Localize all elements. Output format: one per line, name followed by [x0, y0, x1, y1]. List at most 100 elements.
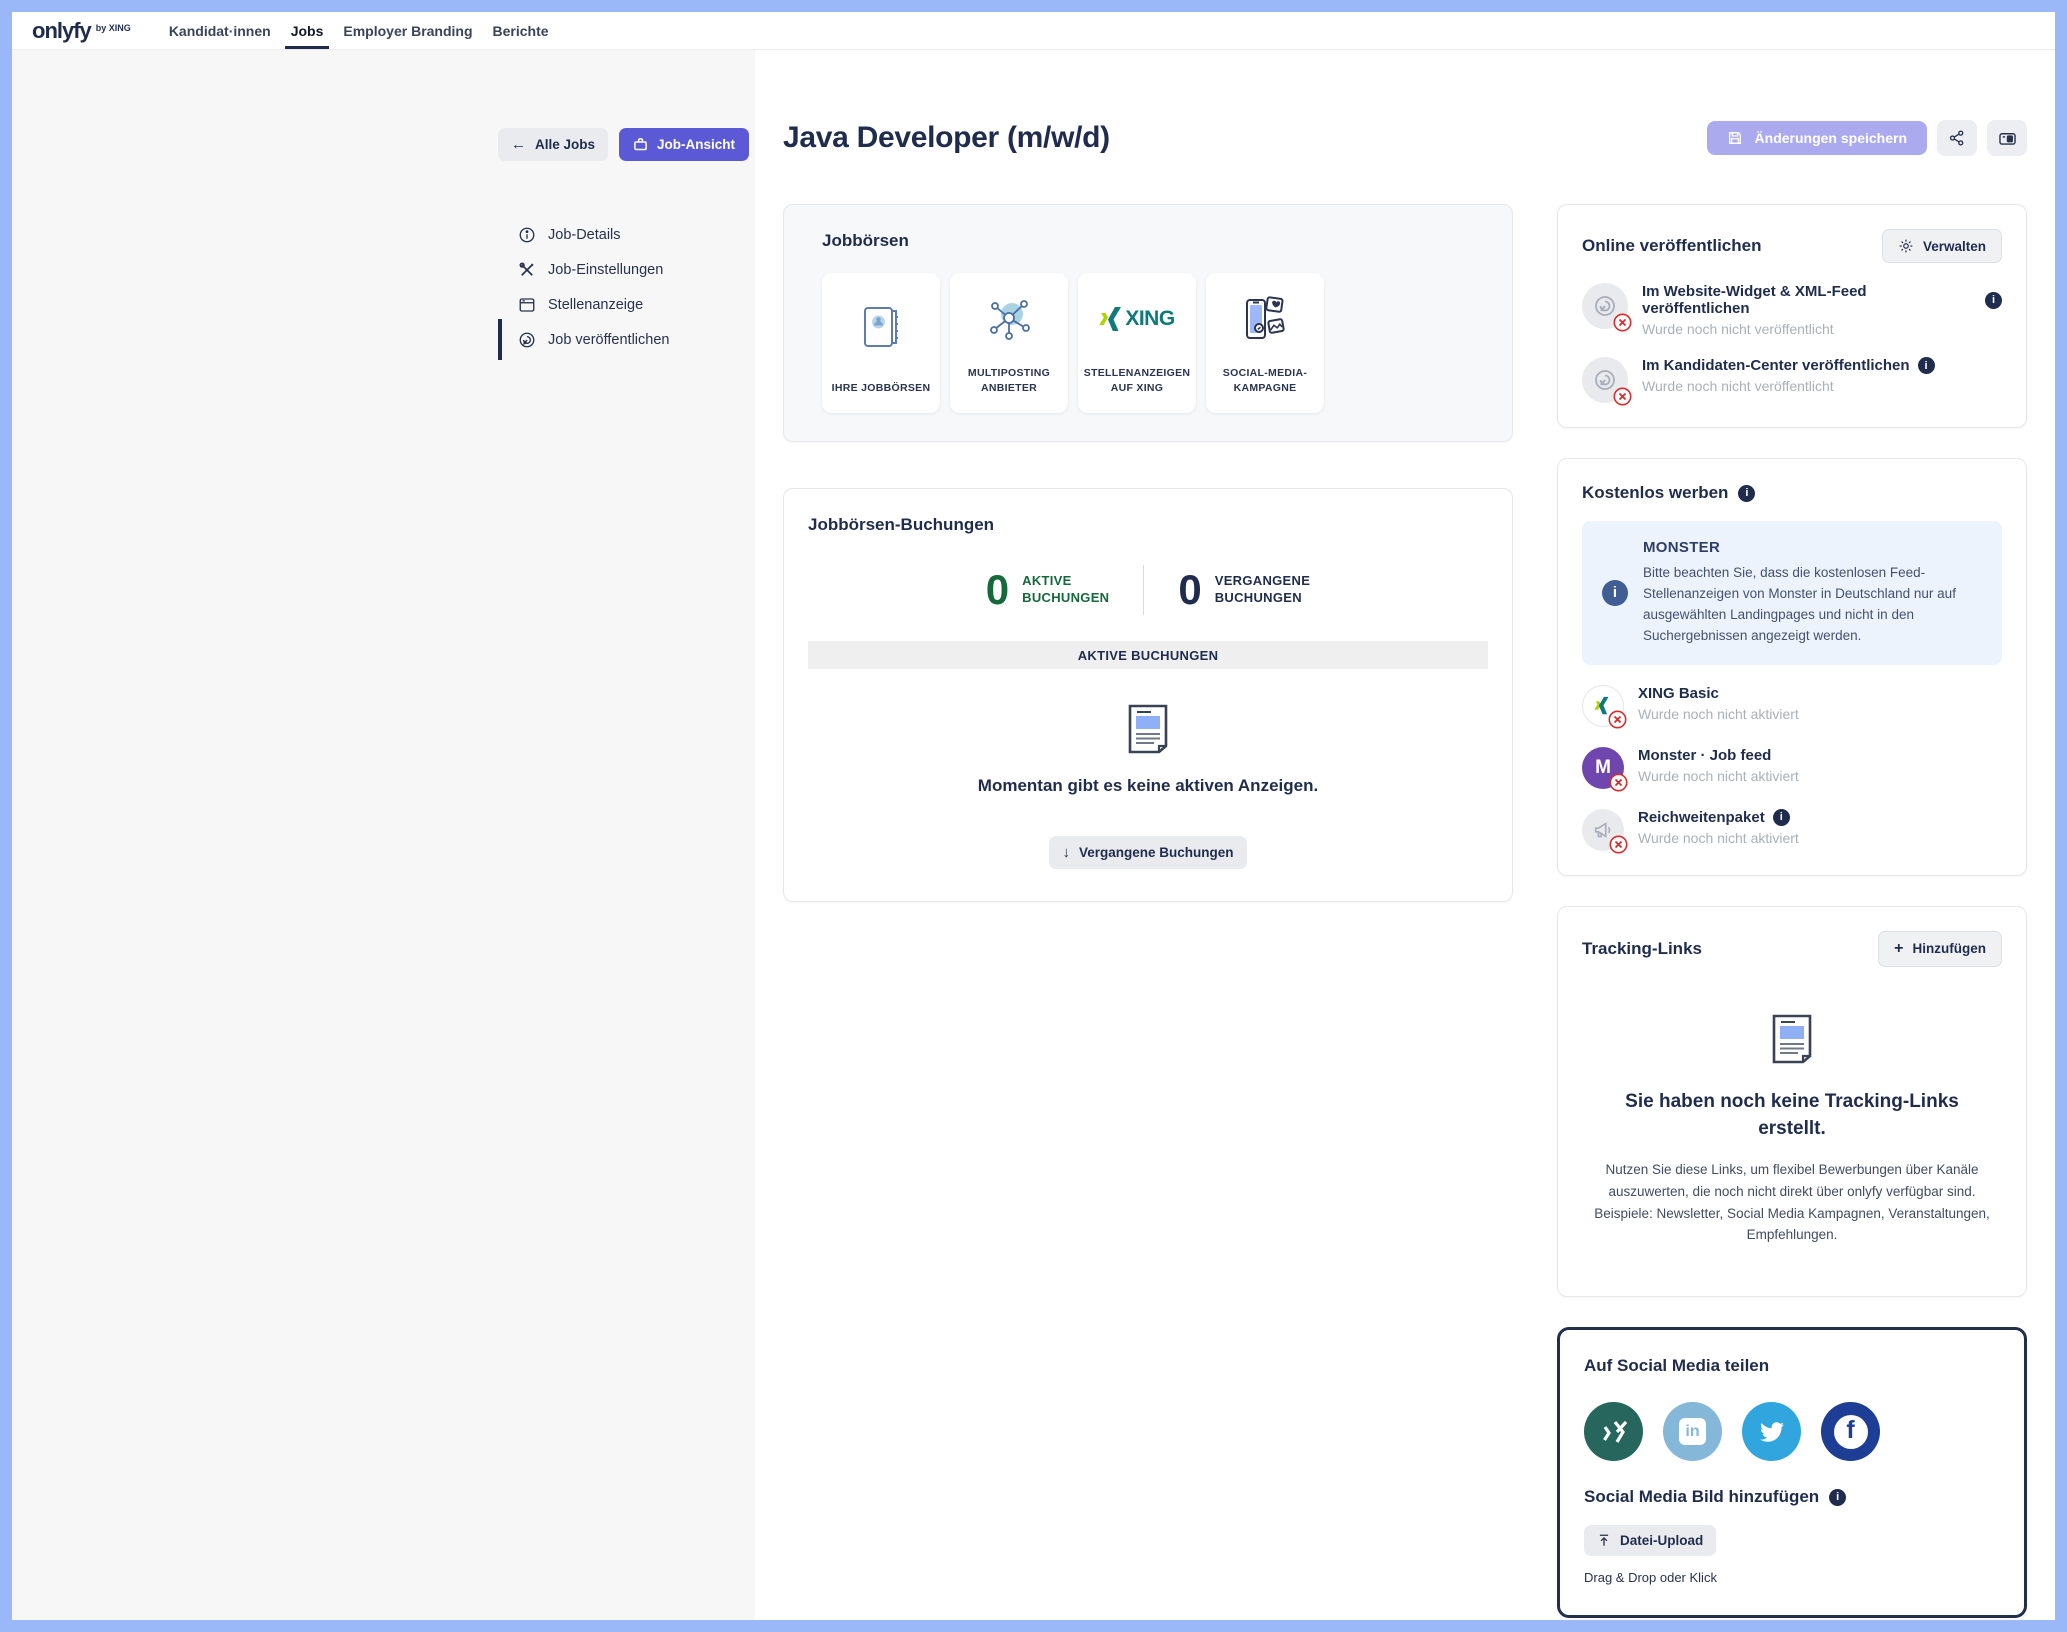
free-ad-item-monster-job-feed: M Monster · Job feed Wurde noch nicht ak… — [1582, 746, 2002, 792]
social-share-card: Auf Social Media teilen in — [1557, 1327, 2027, 1619]
left-column: Jobbörsen IHRE JOBBÖRSEN — [783, 204, 1513, 902]
twitter-share-button[interactable] — [1742, 1402, 1801, 1462]
xing-share-button[interactable] — [1584, 1402, 1643, 1462]
share-button[interactable] — [1937, 120, 1977, 156]
save-changes-button[interactable]: Änderungen speichern — [1706, 121, 1927, 155]
tracking-empty-text: Nutzen Sie diese Links, um flexibel Bewe… — [1594, 1161, 1990, 1243]
info-icon: i — [1602, 579, 1628, 606]
add-tracking-link-button[interactable]: + Hinzufügen — [1878, 930, 2002, 967]
twitter-icon — [1758, 1420, 1786, 1444]
main-nav: Kandidat·innen Jobs Employer Branding Be… — [159, 12, 559, 49]
arrow-down-icon: ↓ — [1062, 844, 1070, 861]
document-icon — [1126, 703, 1170, 760]
logo-suffix: by XING — [95, 22, 131, 33]
save-icon — [1727, 130, 1743, 146]
all-jobs-button[interactable]: ← Alle Jobs — [498, 128, 609, 161]
past-bookings-stat: 0 VERGANGENE BUCHUNGEN — [1143, 565, 1344, 615]
all-jobs-label: Alle Jobs — [535, 137, 596, 152]
card-view-button[interactable] — [1987, 120, 2027, 156]
active-bookings-count: 0 — [985, 566, 1010, 613]
xing-logo: XING — [1099, 273, 1175, 366]
tracking-links-card: Tracking-Links + Hinzufügen Sie — [1557, 905, 2027, 1298]
upload-icon — [1597, 1533, 1611, 1548]
facebook-share-button[interactable]: f — [1821, 1402, 1880, 1462]
publish-online-title: Online veröffentlichen — [1582, 236, 1762, 255]
free-ad-item-xing-basic: XING Basic Wurde noch nicht aktiviert — [1582, 684, 2002, 729]
info-icon[interactable]: i — [1772, 808, 1790, 826]
xing-avatar — [1582, 684, 1627, 729]
past-bookings-count: 0 — [1178, 566, 1202, 613]
monster-notice-text: Bitte beachten Sie, dass die kostenlosen… — [1643, 565, 1956, 643]
nav-berichte[interactable]: Berichte — [492, 22, 549, 39]
logo-text: onlyfy — [32, 17, 92, 43]
active-bookings-stat: 0 AKTIVE BUCHUNGEN — [985, 566, 1110, 613]
facebook-icon: f — [1833, 1414, 1868, 1449]
publish-status: Wurde noch nicht veröffentlicht — [1642, 378, 1834, 394]
right-column: Online veröffentlichen Verwalten — [1557, 204, 2027, 1619]
jobboards-title: Jobbörsen — [822, 231, 909, 250]
main-content: Java Developer (m/w/d) Änderungen speich… — [755, 50, 2055, 1620]
bookings-title: Jobbörsen-Buchungen — [808, 515, 995, 534]
free-ads-title: Kostenlos werben — [1582, 483, 1729, 502]
sidebar: ← Alle Jobs Job-Ansicht — [12, 50, 755, 1620]
save-label: Änderungen speichern — [1754, 130, 1907, 146]
job-view-label: Job-Ansicht — [657, 137, 736, 152]
card-view-icon — [1998, 129, 2017, 148]
linkedin-share-button[interactable]: in — [1663, 1402, 1722, 1462]
social-share-title: Auf Social Media teilen — [1584, 1356, 1770, 1376]
upload-hint: Drag & Drop oder Klick — [1584, 1570, 1717, 1586]
free-ads-card: Kostenlos werben i i MONSTER Bitte beach… — [1557, 458, 2027, 876]
job-view-button[interactable]: Job-Ansicht — [619, 128, 750, 161]
onlyfy-logo[interactable]: onlyfy by XING — [32, 12, 131, 49]
nav-kandidatinnen[interactable]: Kandidat·innen — [168, 22, 271, 39]
tile-multiposting-anbieter[interactable]: MULTIPOSTING ANBIETER — [950, 273, 1068, 413]
app-window: onlyfy by XING Kandidat·innen Jobs Emplo… — [12, 12, 2055, 1620]
file-upload-button[interactable]: Datei-Upload — [1584, 1525, 1717, 1557]
tile-stellenanzeigen-auf-xing[interactable]: XING STELLENANZEIGEN AUF XING — [1078, 273, 1196, 413]
info-circle-icon — [518, 226, 536, 244]
share-icon — [1948, 129, 1966, 147]
xing-icon — [1601, 1420, 1627, 1444]
not-published-badge — [1613, 313, 1632, 332]
monster-notice: i MONSTER Bitte beachten Sie, dass die k… — [1582, 521, 2002, 665]
arrow-left-icon: ← — [511, 136, 526, 153]
sidebar-item-stellenanzeige[interactable]: Stellenanzeige — [498, 287, 748, 322]
gear-icon — [1898, 238, 1914, 254]
plus-icon: + — [1894, 939, 1904, 957]
nav-employer-branding[interactable]: Employer Branding — [343, 22, 473, 39]
top-navbar: onlyfy by XING Kandidat·innen Jobs Emplo… — [12, 12, 2055, 50]
sidebar-item-job-veroeffentlichen[interactable]: Job veröffentlichen — [498, 319, 748, 360]
publish-item-widget: Im Website-Widget & XML-Feed veröffentli… — [1582, 283, 2002, 337]
publish-avatar — [1582, 283, 1632, 332]
linkedin-icon: in — [1679, 1418, 1706, 1446]
publish-icon — [518, 331, 536, 349]
info-icon[interactable]: i — [1738, 484, 1756, 502]
briefcase-icon — [633, 137, 648, 152]
network-icon — [984, 273, 1034, 366]
tools-icon — [518, 261, 536, 279]
sidebar-item-job-details[interactable]: Job-Details — [498, 217, 748, 252]
bookings-empty-message: Momentan gibt es keine aktiven Anzeigen. — [977, 776, 1319, 795]
past-bookings-button[interactable]: ↓ Vergangene Buchungen — [1049, 836, 1247, 869]
nav-jobs[interactable]: Jobs — [281, 12, 334, 49]
not-activated-badge — [1608, 710, 1627, 729]
page-title: Java Developer (m/w/d) — [783, 121, 1110, 154]
not-activated-badge — [1609, 773, 1628, 792]
info-icon[interactable]: i — [1985, 291, 2002, 309]
megaphone-avatar — [1582, 808, 1628, 854]
social-image-title: Social Media Bild hinzufügen — [1584, 1487, 1820, 1507]
bookings-card: Jobbörsen-Buchungen 0 AKTIVE BUCHUNGEN — [783, 488, 1513, 902]
tab-aktive-buchungen[interactable]: AKTIVE BUCHUNGEN — [808, 641, 1488, 669]
info-icon[interactable]: i — [1829, 1488, 1847, 1506]
manage-button[interactable]: Verwalten — [1881, 229, 2002, 263]
not-activated-badge — [1609, 835, 1628, 854]
tile-social-media-kampagne[interactable]: SOCIAL-MEDIA-KAMPAGNE — [1206, 273, 1324, 413]
xing-logo-text: XING — [1125, 307, 1175, 331]
publish-online-card: Online veröffentlichen Verwalten — [1557, 204, 2027, 428]
info-icon[interactable]: i — [1917, 357, 1935, 374]
free-ad-item-reichweitenpaket: Reichweitenpaket i Wurde noch nicht akti… — [1582, 808, 2002, 854]
monster-avatar: M — [1582, 746, 1628, 792]
sidebar-item-job-einstellungen[interactable]: Job-Einstellungen — [498, 252, 748, 287]
tile-ihre-jobboersen[interactable]: IHRE JOBBÖRSEN — [822, 273, 940, 413]
